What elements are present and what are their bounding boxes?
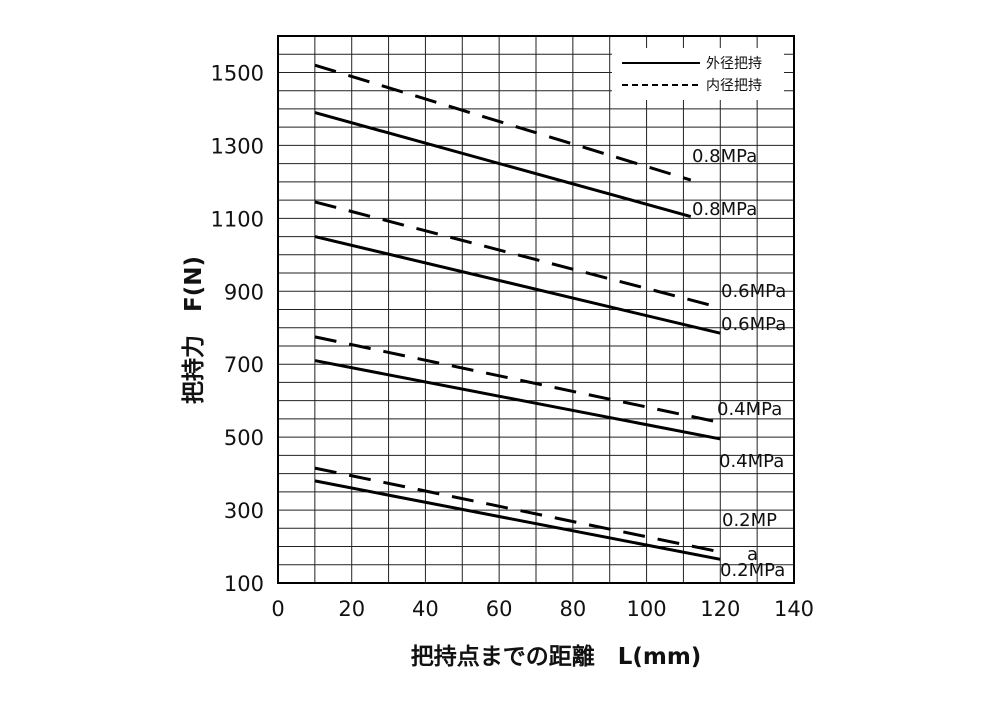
- pressure-annotation: a: [747, 544, 758, 565]
- pressure-annotation: 0.8MPa: [692, 146, 757, 167]
- pressure-annotation: 0.2MPa: [720, 560, 785, 581]
- pressure-annotation: 0.6MPa: [721, 281, 786, 302]
- x-tick-label: 60: [486, 597, 513, 621]
- pressure-annotation: 0.4MPa: [719, 451, 784, 472]
- series-line-solid: [314, 111, 692, 218]
- y-tick-label: 1100: [211, 207, 264, 231]
- legend-label: 外径把持: [706, 56, 762, 72]
- y-tick-label: 300: [224, 499, 264, 523]
- y-tick-label: 100: [224, 572, 264, 596]
- legend-label: 内径把持: [706, 78, 762, 94]
- y-tick-label: 1300: [211, 134, 264, 158]
- pressure-annotation: 0.4MPa: [717, 399, 782, 420]
- grid: [277, 35, 795, 584]
- pressure-annotation: 0.2MP: [722, 510, 777, 531]
- y-tick-label: 900: [224, 280, 264, 304]
- legend-box: [612, 48, 784, 100]
- series-line-solid: [314, 479, 721, 561]
- x-tick-label: 100: [627, 597, 667, 621]
- y-tick-label: 700: [224, 353, 264, 377]
- series-line-solid: [314, 359, 721, 441]
- pressure-annotation: 0.8MPa: [692, 199, 757, 220]
- x-tick-label: 0: [271, 597, 284, 621]
- x-tick-label: 80: [559, 597, 586, 621]
- axes: 0 20 40 60 80 100 120 140 100 300 500 700 900 1100 130…: [211, 35, 814, 621]
- x-tick-label: 40: [412, 597, 439, 621]
- x-axis-title: 把持点までの距離 L(mm): [411, 643, 702, 670]
- series-line-dashed: [314, 63, 692, 182]
- y-tick-label: 1500: [211, 61, 264, 85]
- x-tick-label: 20: [338, 597, 365, 621]
- pressure-annotation: 0.6MPa: [721, 314, 786, 335]
- plot-frame: [277, 35, 795, 584]
- y-axis-title: 把持力 F(N): [181, 256, 207, 404]
- x-tick-label: 140: [774, 597, 814, 621]
- line-annotations: 0.8MPa 0.8MPa 0.6MPa 0.6MPa 0.4MPa 0.4MPa 0.2M…: [692, 146, 786, 581]
- y-tick-label: 500: [224, 426, 264, 450]
- series-line-dashed: [314, 335, 721, 425]
- series-line-solid: [314, 235, 721, 335]
- x-tick-label: 120: [700, 597, 740, 621]
- series-lines: [314, 63, 721, 561]
